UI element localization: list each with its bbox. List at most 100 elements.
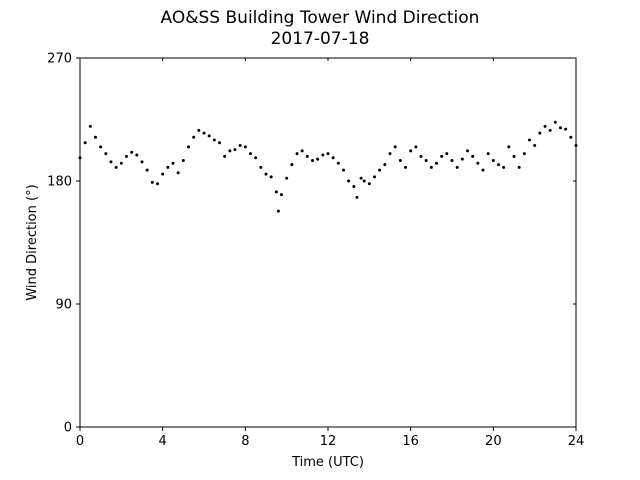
data-point xyxy=(429,165,433,169)
data-point xyxy=(424,159,428,162)
data-point xyxy=(243,145,247,149)
x-axis-label: Time (UTC) xyxy=(291,455,364,470)
data-point xyxy=(321,153,325,157)
data-point xyxy=(481,168,485,172)
data-point xyxy=(440,154,444,158)
data-point xyxy=(187,145,190,149)
data-point xyxy=(130,150,134,154)
data-point xyxy=(569,135,573,139)
data-point xyxy=(311,159,314,162)
data-point xyxy=(114,165,118,169)
data-point xyxy=(300,149,304,153)
data-point xyxy=(125,154,128,158)
data-point xyxy=(435,161,438,165)
x-tick-label: 12 xyxy=(320,434,337,449)
x-tick-label: 8 xyxy=(241,434,249,449)
data-point xyxy=(553,120,557,124)
data-point xyxy=(398,159,402,162)
data-point xyxy=(533,143,537,147)
data-point xyxy=(486,152,490,156)
data-point xyxy=(83,141,87,145)
data-point xyxy=(393,145,397,149)
data-point xyxy=(276,209,280,213)
x-tick-label: 20 xyxy=(485,434,502,449)
data-point xyxy=(150,180,154,184)
data-point xyxy=(218,141,221,145)
x-axis: 0 4 8 12 16 20 24 xyxy=(76,58,584,449)
data-point xyxy=(548,128,552,132)
data-point xyxy=(388,152,392,156)
y-tick-label: 0 xyxy=(64,421,72,436)
y-tick-label: 270 xyxy=(47,52,72,67)
y-axis-label: Wind Direction (°) xyxy=(25,184,40,300)
x-tick-label: 4 xyxy=(159,434,167,449)
data-point xyxy=(543,124,547,128)
data-point xyxy=(88,124,92,128)
data-point xyxy=(135,153,139,157)
data-point xyxy=(316,157,320,161)
data-point xyxy=(450,159,454,162)
data-point xyxy=(359,176,363,180)
data-point xyxy=(355,195,359,199)
x-tick-label: 0 xyxy=(76,434,84,449)
data-point xyxy=(419,154,423,158)
data-points xyxy=(78,120,578,213)
data-point xyxy=(347,179,351,183)
data-point xyxy=(290,163,294,167)
data-point xyxy=(522,152,526,156)
data-point xyxy=(145,168,149,172)
data-point xyxy=(455,165,459,169)
data-point xyxy=(342,168,345,172)
data-point xyxy=(197,128,201,132)
data-point xyxy=(409,149,413,153)
data-point xyxy=(528,138,531,142)
data-point xyxy=(460,157,464,161)
data-point xyxy=(119,161,123,165)
data-point xyxy=(212,138,216,142)
data-point xyxy=(331,156,335,160)
data-point xyxy=(512,154,516,158)
data-point xyxy=(223,154,227,158)
data-point xyxy=(336,161,340,165)
y-tick-label: 180 xyxy=(47,175,72,190)
data-point xyxy=(233,148,237,152)
data-point xyxy=(202,131,206,135)
data-point xyxy=(109,160,113,164)
data-point xyxy=(502,165,506,169)
data-point xyxy=(176,171,180,175)
data-point xyxy=(352,184,356,188)
data-point xyxy=(305,154,309,158)
x-tick-label: 24 xyxy=(568,434,585,449)
data-point xyxy=(491,159,495,162)
chart-title: AO&SS Building Tower Wind Direction xyxy=(160,8,480,28)
data-point xyxy=(285,176,289,180)
data-point xyxy=(228,149,232,153)
data-point xyxy=(161,172,165,176)
data-point xyxy=(254,156,258,160)
data-point xyxy=(373,175,376,179)
data-point xyxy=(497,163,500,167)
data-point xyxy=(476,161,480,165)
data-point xyxy=(94,135,97,139)
data-point xyxy=(280,193,283,197)
data-point xyxy=(367,182,371,186)
data-point xyxy=(362,179,366,183)
data-point xyxy=(156,182,159,186)
data-point xyxy=(207,134,211,138)
y-tick-label: 90 xyxy=(55,298,72,313)
data-point xyxy=(238,143,242,147)
data-point xyxy=(326,152,330,156)
chart-subtitle: 2017-07-18 xyxy=(270,29,370,49)
x-tick-label: 16 xyxy=(402,434,419,449)
data-point xyxy=(471,154,475,158)
data-point xyxy=(414,145,418,149)
data-point xyxy=(564,127,568,131)
data-point xyxy=(171,161,175,165)
data-point xyxy=(140,160,144,164)
data-point xyxy=(181,159,185,162)
data-point xyxy=(269,175,273,179)
data-point xyxy=(249,152,252,156)
data-point xyxy=(507,145,511,149)
data-point xyxy=(274,190,278,194)
